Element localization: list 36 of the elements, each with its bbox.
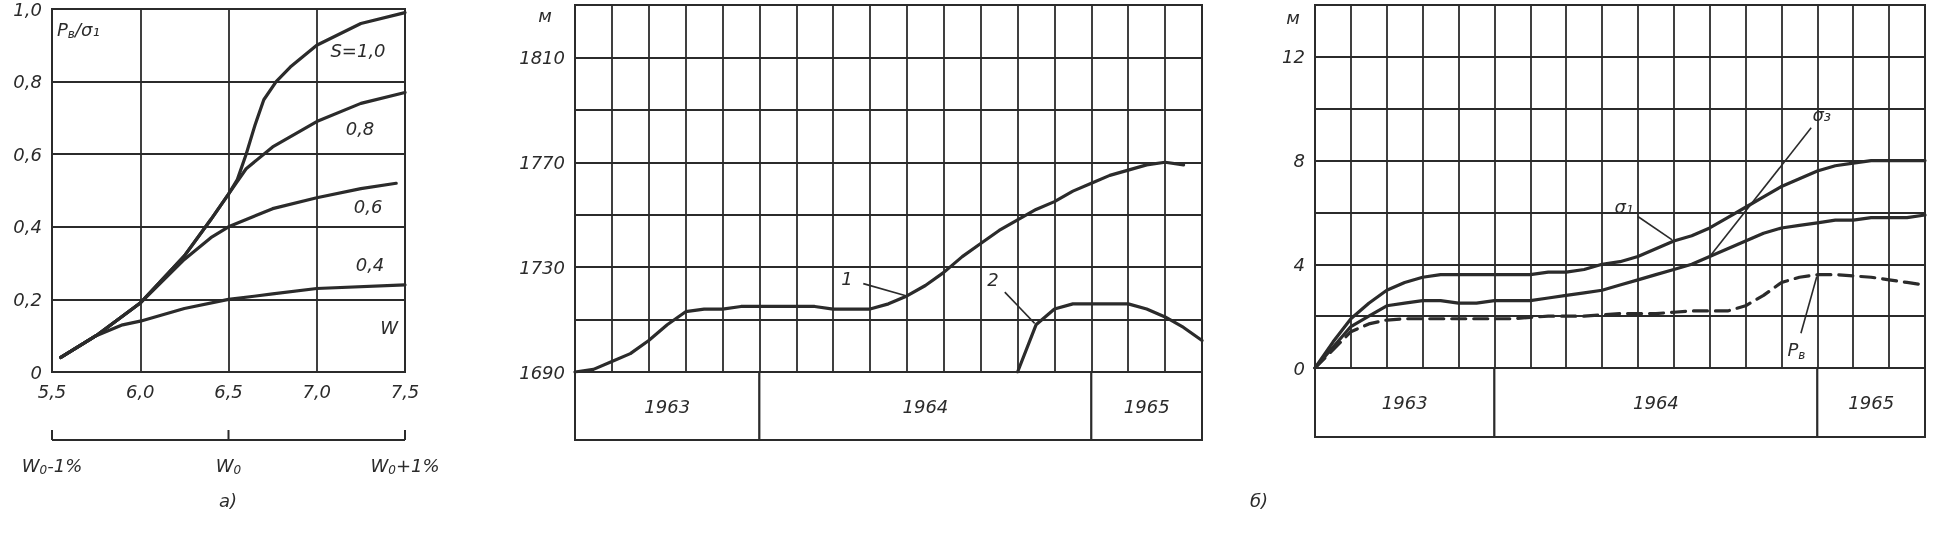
series-label: 0,4: [355, 254, 385, 276]
x-tick-label: 6,5: [214, 380, 243, 402]
text: 1963: [644, 395, 691, 417]
y-tick-label: 12: [1282, 46, 1305, 68]
y-tick-label: 0: [30, 361, 42, 383]
series-label: 0,6: [353, 195, 383, 217]
text: б): [1249, 489, 1269, 511]
y-tick-label: 0,6: [13, 143, 42, 165]
y-tick-label: 1770: [519, 151, 565, 173]
y-axis-title: м: [538, 4, 552, 26]
series-label: 0,8: [345, 117, 375, 139]
x-axis-title: W: [380, 316, 400, 338]
y-tick-label: 0,8: [13, 71, 42, 93]
y-tick-label: 1810: [519, 46, 565, 68]
y-tick-label: 4: [1293, 253, 1305, 275]
text: 1965: [1123, 395, 1170, 417]
text: 1965: [1848, 392, 1895, 413]
y-tick-label: 1690: [519, 361, 565, 383]
y-tick-label: 8: [1293, 150, 1305, 172]
y-tick-label: 1730: [519, 256, 565, 278]
text: а): [218, 489, 238, 511]
x-tick-label: 7,5: [390, 380, 420, 402]
y-tick-label: 0: [1293, 357, 1305, 379]
y-tick-label: 0,2: [13, 288, 42, 310]
text: 1964: [902, 395, 949, 417]
legend-label: 1: [841, 268, 853, 290]
text: 1964: [1632, 392, 1679, 413]
y-tick-label: 0,4: [13, 216, 42, 238]
text: 2: [987, 269, 999, 291]
series-label: S=1,0: [330, 40, 386, 62]
y-axis-title: м: [1286, 6, 1300, 28]
text: 1963: [1381, 392, 1428, 413]
x-tick-label: 5,5: [37, 380, 67, 402]
x-tick-label: 7,0: [302, 380, 332, 402]
y-tick-label: 1,0: [13, 0, 42, 20]
x-tick-label: 6,0: [125, 380, 155, 402]
